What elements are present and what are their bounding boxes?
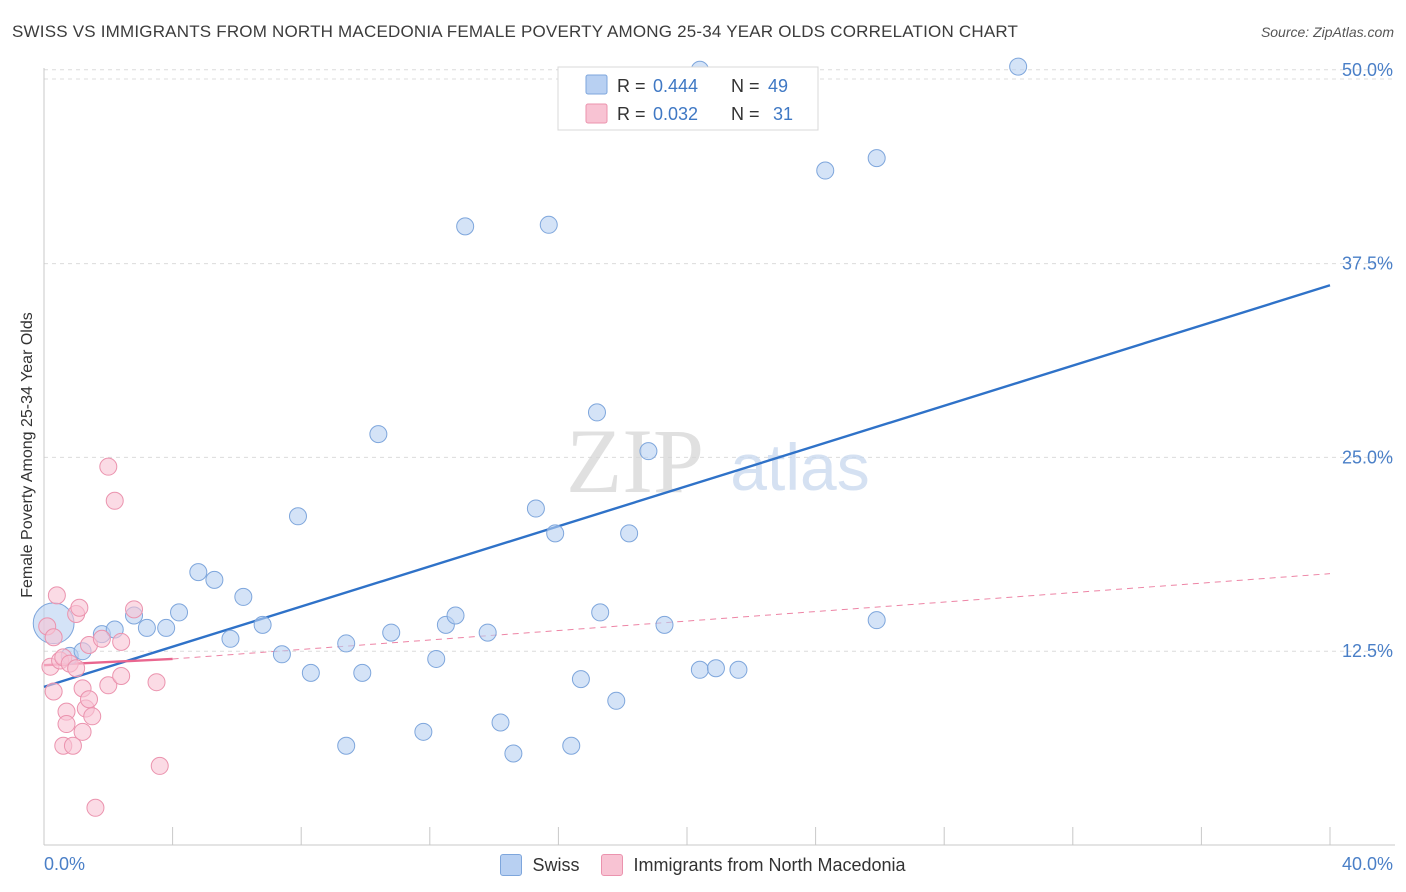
chart-title: SWISS VS IMMIGRANTS FROM NORTH MACEDONIA… <box>12 22 1019 41</box>
swiss-point-16 <box>301 663 320 682</box>
gridlines <box>44 69 1395 652</box>
swiss-point-33 <box>562 736 581 755</box>
swiss-point-38 <box>620 524 639 543</box>
macedonia-point-29 <box>147 673 166 692</box>
swiss-point-26 <box>456 217 475 236</box>
bottom-legend-macedonia[interactable]: Immigrants from North Macedonia <box>601 854 906 876</box>
axes <box>43 68 1395 846</box>
swiss-point-17 <box>337 736 356 755</box>
y-tick-label-0: 12.5% <box>1342 641 1393 661</box>
legend-swatch-macedonia <box>585 103 608 124</box>
swiss-point-15 <box>288 507 307 526</box>
legend-r-label-swiss: R = <box>617 76 646 96</box>
swiss-point-19 <box>353 663 372 682</box>
swiss-point-46 <box>867 611 886 630</box>
swiss-point-22 <box>414 722 433 741</box>
swiss-point-31 <box>539 215 558 234</box>
swiss-point-28 <box>491 713 510 732</box>
x-tick-label-1: 40.0% <box>1342 854 1393 874</box>
y-tick-label-3: 50.0% <box>1342 60 1393 80</box>
legend-n-value-macedonia: 31 <box>773 104 793 124</box>
swiss-point-14 <box>272 645 291 664</box>
swiss-swatch <box>500 854 523 876</box>
swiss-point-23 <box>427 649 446 668</box>
macedonia-point-11 <box>63 736 82 755</box>
macedonia-point-23 <box>99 457 118 476</box>
swiss-point-40 <box>655 615 674 634</box>
swiss-point-43 <box>729 660 748 679</box>
swiss-point-18 <box>337 634 356 653</box>
swiss-point-30 <box>526 499 545 518</box>
bottom-legend: Swiss Immigrants from North Macedonia <box>0 851 1406 879</box>
swiss-point-29 <box>504 744 523 763</box>
macedonia-point-22 <box>92 629 111 648</box>
swiss-point-32 <box>546 524 565 543</box>
x-tick-label-0: 0.0% <box>44 854 85 874</box>
macedonia-swatch <box>601 854 624 876</box>
swiss-point-45 <box>867 149 886 168</box>
macedonia-point-25 <box>105 491 124 510</box>
watermark: ZIP atlas <box>566 410 870 512</box>
macedonia-point-24 <box>99 676 118 695</box>
swiss-point-9 <box>189 563 208 582</box>
trend-lines <box>43 284 1331 688</box>
swiss-point-36 <box>591 603 610 622</box>
swiss-point-10 <box>205 570 224 589</box>
swiss-point-21 <box>382 623 401 642</box>
macedonia-point-21 <box>86 798 105 817</box>
swiss-point-25 <box>446 606 465 625</box>
macedonia-point-30 <box>150 756 169 775</box>
legend-swatch-swiss <box>585 74 608 95</box>
swiss-point-7 <box>157 618 176 637</box>
legend-n-label-swiss: N = <box>731 76 760 96</box>
swiss-point-42 <box>706 659 725 678</box>
macedonia-point-20 <box>83 707 102 726</box>
watermark-zip: ZIP <box>566 410 704 512</box>
macedonia-point-28 <box>125 600 144 619</box>
watermark-atlas: atlas <box>730 430 869 504</box>
swiss-point-20 <box>369 425 388 444</box>
legend-n-value-swiss: 49 <box>768 76 788 96</box>
swiss-point-34 <box>571 670 590 689</box>
macedonia-point-9 <box>57 715 76 734</box>
swiss-point-47 <box>1009 57 1028 76</box>
tick-labels: 12.5% 25.0% 37.5% 50.0% 0.0% 40.0% <box>44 60 1393 874</box>
y-tick-label-1: 25.0% <box>1342 447 1393 467</box>
macedonia-point-12 <box>67 659 86 678</box>
swiss-point-27 <box>478 623 497 642</box>
swiss-point-6 <box>137 618 156 637</box>
legend-r-label-macedonia: R = <box>617 104 646 124</box>
swiss-point-11 <box>221 629 240 648</box>
bottom-legend-macedonia-label: Immigrants from North Macedonia <box>633 854 906 875</box>
swiss-point-13 <box>253 615 272 634</box>
swiss-point-8 <box>170 603 189 622</box>
swiss-point-41 <box>690 660 709 679</box>
bottom-legend-swiss[interactable]: Swiss <box>500 854 579 876</box>
swiss-point-35 <box>587 403 606 422</box>
bottom-legend-swiss-label: Swiss <box>532 854 580 875</box>
legend-box: R = 0.444 N = 49 R = 0.032 N = 31 <box>557 66 819 131</box>
macedonia-point-26 <box>112 632 131 651</box>
macedonia-point-4 <box>47 586 66 605</box>
legend-r-value-swiss: 0.444 <box>653 76 698 96</box>
swiss-point-37 <box>607 691 626 710</box>
source-label: Source: ZipAtlas.com <box>1260 24 1394 40</box>
macedonia-point-27 <box>112 666 131 685</box>
macedonia-point-15 <box>73 722 92 741</box>
macedonia-point-18 <box>80 690 99 709</box>
trend-line-0 <box>43 284 1331 688</box>
swiss-point-44 <box>816 161 835 180</box>
y-tick-label-2: 37.5% <box>1342 254 1393 274</box>
legend-n-label-macedonia: N = <box>731 104 760 124</box>
legend-r-value-macedonia: 0.032 <box>653 104 698 124</box>
swiss-point-39 <box>639 442 658 461</box>
macedonia-point-2 <box>44 628 63 647</box>
macedonia-point-3 <box>44 682 63 701</box>
macedonia-point-14 <box>70 598 89 617</box>
swiss-point-12 <box>234 587 253 606</box>
data-points <box>32 57 1028 817</box>
